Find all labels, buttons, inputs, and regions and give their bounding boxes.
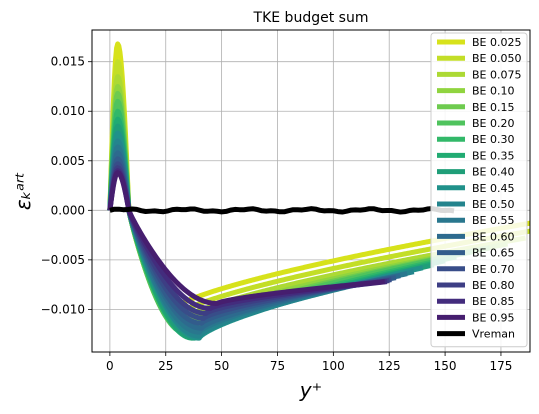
y-tick-label: 0.010 <box>51 104 85 118</box>
x-tick-label: 175 <box>489 359 512 373</box>
series-line-17 <box>107 170 387 306</box>
x-tick-label: 100 <box>322 359 345 373</box>
x-tick-label: 125 <box>378 359 401 373</box>
series-layer <box>107 41 530 341</box>
legend-label: BE 0.075 <box>472 68 521 81</box>
legend-label: BE 0.55 <box>472 214 515 227</box>
legend-label: BE 0.050 <box>472 52 521 65</box>
y-tick-label: 0.000 <box>51 203 85 217</box>
y-tick-label: 0.005 <box>51 154 85 168</box>
y-ticks: −0.010 −0.005 0.000 0.005 0.010 0.015 <box>41 55 92 316</box>
legend-label: BE 0.70 <box>472 263 515 276</box>
legend-label: BE 0.60 <box>472 230 515 243</box>
x-tick-label: 50 <box>214 359 229 373</box>
legend-label: BE 0.15 <box>472 101 515 114</box>
y-axis-label: εₖᵃʳᵗ <box>11 172 35 210</box>
legend-label: BE 0.80 <box>472 279 515 292</box>
plot-frame <box>91 29 531 353</box>
legend-label: BE 0.35 <box>472 149 515 162</box>
legend-label: BE 0.40 <box>472 166 515 179</box>
legend-label: BE 0.45 <box>472 182 515 195</box>
legend-label: BE 0.65 <box>472 247 515 260</box>
y-tick-label: −0.010 <box>41 302 85 316</box>
legend-label: BE 0.025 <box>472 36 521 49</box>
y-tick-label: 0.015 <box>51 55 85 69</box>
x-tick-label: 0 <box>106 359 114 373</box>
x-ticks: 0 25 50 75 100 125 150 175 <box>106 352 512 373</box>
x-tick-label: 150 <box>434 359 457 373</box>
legend-label: BE 0.50 <box>472 198 515 211</box>
legend-label: BE 0.20 <box>472 117 515 130</box>
legend-label: BE 0.10 <box>472 85 515 98</box>
series-line-18 <box>109 206 455 215</box>
x-tick-label: 25 <box>158 359 173 373</box>
chart-title: TKE budget sum <box>253 10 369 26</box>
legend-label: BE 0.85 <box>472 295 515 308</box>
legend: BE 0.025 BE 0.050 BE 0.075 BE 0.10 BE 0.15 BE… <box>430 32 528 348</box>
y-tick-label: −0.005 <box>41 253 85 267</box>
x-tick-label: 75 <box>270 359 285 373</box>
legend-label: BE 0.95 <box>472 311 515 324</box>
legend-label: Vreman <box>472 328 515 341</box>
legend-label: BE 0.30 <box>472 133 515 146</box>
x-axis-label: y⁺ <box>299 378 322 402</box>
